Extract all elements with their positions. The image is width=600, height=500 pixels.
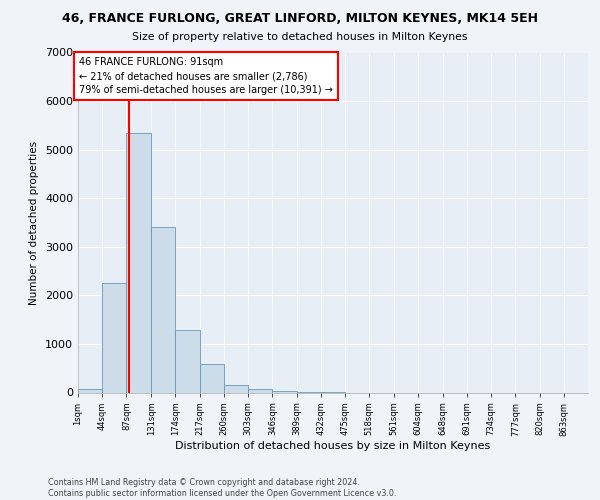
Bar — [175, 330, 200, 392]
Text: 46, FRANCE FURLONG, GREAT LINFORD, MILTON KEYNES, MK14 5EH: 46, FRANCE FURLONG, GREAT LINFORD, MILTO… — [62, 12, 538, 26]
Text: Contains HM Land Registry data © Crown copyright and database right 2024.
Contai: Contains HM Land Registry data © Crown c… — [48, 478, 397, 498]
Text: 46 FRANCE FURLONG: 91sqm
← 21% of detached houses are smaller (2,786)
79% of sem: 46 FRANCE FURLONG: 91sqm ← 21% of detach… — [79, 58, 333, 96]
Bar — [127, 132, 151, 392]
Text: Size of property relative to detached houses in Milton Keynes: Size of property relative to detached ho… — [132, 32, 468, 42]
Bar — [200, 364, 224, 392]
X-axis label: Distribution of detached houses by size in Milton Keynes: Distribution of detached houses by size … — [175, 441, 491, 451]
Y-axis label: Number of detached properties: Number of detached properties — [29, 140, 40, 304]
Bar — [78, 388, 102, 392]
Bar — [102, 283, 127, 393]
Bar — [151, 228, 175, 392]
Bar — [224, 385, 248, 392]
Bar — [248, 389, 272, 392]
